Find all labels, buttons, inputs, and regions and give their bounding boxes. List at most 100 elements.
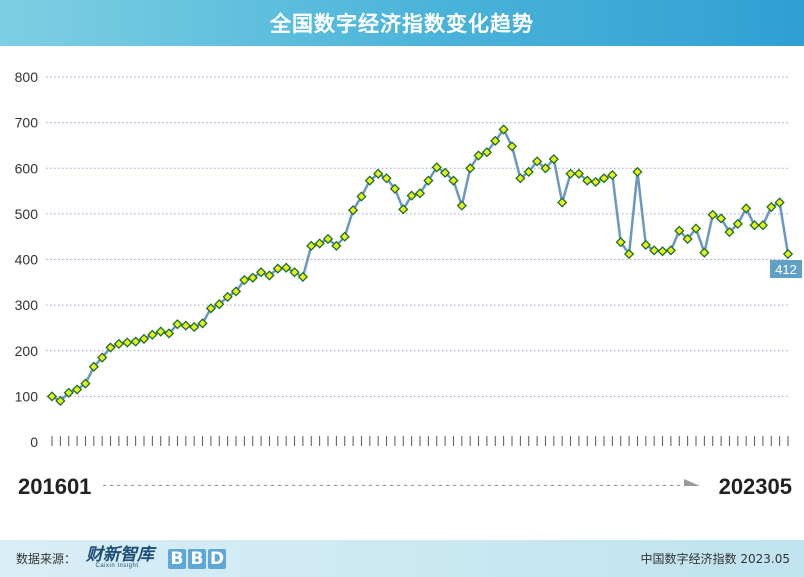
data-point [682,233,693,245]
footer-bar: 数据来源： 财新智库 Caixin Insight B B D 中国数字经济指数… [0,540,804,577]
data-point [448,175,459,186]
bbd-letter: D [208,548,227,569]
data-point [339,231,350,242]
data-point [239,274,250,286]
y-tick-label: 100 [15,388,39,404]
data-point [197,318,208,329]
data-point [649,245,660,256]
x-axis-ticks [51,436,789,446]
y-tick-label: 800 [15,69,39,85]
data-point [138,333,150,345]
data-point [230,286,242,297]
bbd-letter: B [168,548,187,569]
time-arrow [102,479,700,486]
data-point [607,169,618,181]
data-point [548,154,559,165]
data-point [531,156,543,167]
series-markers [46,124,794,407]
data-point [473,150,484,161]
caixin-logo-text: 财新智库 [86,545,155,565]
data-point [55,395,66,407]
footer-index-date: 中国数字经济指数 2023.05 [640,552,790,566]
data-point [205,303,217,314]
bbd-logo: B B D [168,548,227,569]
data-point [172,319,183,330]
data-point [674,225,685,236]
data-point [481,147,493,158]
data-point [155,326,166,337]
data-point [398,204,409,215]
series-line [51,128,790,403]
data-point [423,175,434,186]
data-point [272,263,283,274]
data-point [163,328,175,339]
data-point [222,291,233,303]
y-tick-label: 400 [15,252,39,268]
data-point [147,329,158,340]
data-point [281,262,292,273]
data-point [431,162,442,173]
data-point [214,299,225,310]
data-point [331,240,342,251]
data-point [490,135,501,146]
data-point [456,200,467,211]
data-point [88,361,99,372]
data-point [690,223,702,234]
chart-header: 全国数字经济指数变化趋势 [0,0,804,46]
y-tick-label: 600 [15,160,39,176]
data-point [63,387,74,398]
data-point [439,167,451,178]
x-axis-end-label: 202305 [718,474,792,499]
data-point [356,191,367,202]
data-point [130,336,141,347]
y-tick-label: 200 [15,343,39,359]
data-point [314,238,325,249]
data-point [406,190,417,201]
data-point [582,175,593,186]
data-point [297,271,309,282]
chart-title: 全国数字经济指数变化趋势 [270,12,534,36]
data-point [80,378,91,389]
line-chart: 0 100 200 300 400 500 600 700 800 412 [15,69,802,486]
data-point [757,220,769,231]
data-point [724,227,735,238]
data-point [255,267,267,278]
data-point [540,163,551,174]
data-point [573,168,585,179]
data-point [264,270,275,281]
data-point [381,173,392,184]
data-point [180,320,191,331]
data-point [707,209,718,220]
data-point [113,338,125,350]
last-value-label: 412 [775,262,797,277]
data-point [741,203,752,214]
data-point [389,183,401,194]
y-tick-label: 700 [15,115,39,131]
data-point [732,218,743,230]
data-point [598,173,610,184]
data-point [523,166,534,178]
data-point [715,213,727,224]
data-point [749,220,760,231]
source-label: 数据来源： [16,552,77,566]
data-point [506,141,518,152]
last-value-box [770,260,802,279]
data-point [364,175,375,186]
caixin-logo: 财新智库 Caixin Insight [80,547,154,570]
data-point [189,321,200,333]
data-point [615,237,626,248]
data-point [414,188,426,199]
caixin-logo-subtext: Caixin Insight [95,563,139,569]
data-point [632,166,643,178]
y-tick-label: 0 [30,434,38,450]
data-point [306,240,317,251]
data-point [766,201,777,213]
data-point [122,337,133,348]
data-point [557,197,568,208]
series-line-path [51,128,790,403]
data-point [247,272,258,283]
data-point [71,384,83,395]
y-tick-label: 500 [15,206,39,222]
arrow-head [684,479,700,486]
data-point [322,233,334,245]
